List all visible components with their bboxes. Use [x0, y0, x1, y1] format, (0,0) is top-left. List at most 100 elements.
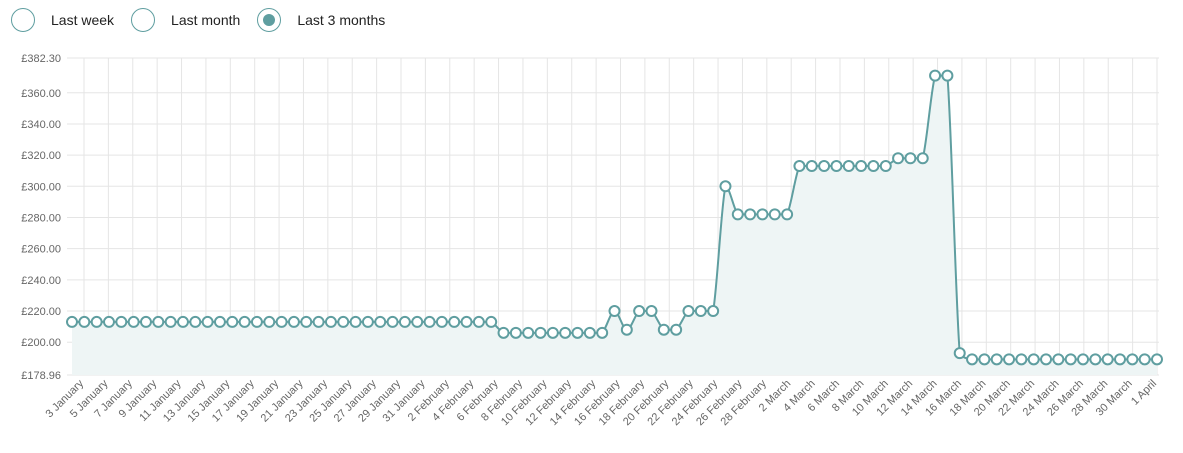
- data-point: [1077, 353, 1090, 366]
- data-point: [398, 315, 411, 328]
- data-point: [349, 315, 362, 328]
- radio-button[interactable]: [131, 8, 156, 32]
- data-point: [435, 315, 448, 328]
- y-tick-label: £360.00: [21, 88, 61, 100]
- data-point: [250, 315, 263, 328]
- data-point: [226, 315, 239, 328]
- data-point: [300, 315, 313, 328]
- data-point: [805, 160, 818, 173]
- y-tick-label: £240.00: [21, 275, 61, 287]
- radio-button[interactable]: [11, 8, 35, 32]
- data-point: [164, 315, 177, 328]
- data-point: [633, 305, 646, 318]
- data-point: [1151, 353, 1163, 366]
- data-point: [1052, 353, 1065, 366]
- data-point: [1138, 353, 1151, 366]
- data-point: [263, 315, 276, 328]
- data-point: [497, 326, 510, 339]
- data-point: [694, 305, 707, 318]
- data-point: [744, 208, 757, 221]
- data-point: [657, 323, 670, 336]
- data-points: [66, 69, 1163, 366]
- data-point: [238, 315, 251, 328]
- data-point: [645, 305, 658, 318]
- data-point: [115, 315, 128, 328]
- data-point: [966, 353, 979, 366]
- data-point: [731, 208, 744, 221]
- data-point: [559, 326, 572, 339]
- data-point: [793, 160, 806, 173]
- data-point: [546, 326, 559, 339]
- data-point: [916, 152, 929, 165]
- data-point: [460, 315, 473, 328]
- data-point: [90, 315, 103, 328]
- data-point: [830, 160, 843, 173]
- data-point: [929, 69, 942, 82]
- data-point: [978, 353, 991, 366]
- data-point: [127, 315, 140, 328]
- data-point: [818, 160, 831, 173]
- y-tick-label: £280.00: [21, 212, 61, 224]
- y-tick-label: £220.00: [21, 306, 61, 318]
- y-tick-label: £320.00: [21, 150, 61, 162]
- radio-button[interactable]: [257, 8, 282, 32]
- data-point: [892, 152, 905, 165]
- data-point: [448, 315, 461, 328]
- data-point: [781, 208, 794, 221]
- data-point: [571, 326, 584, 339]
- data-point: [1101, 353, 1114, 366]
- data-point: [509, 326, 522, 339]
- data-point: [337, 315, 350, 328]
- data-point: [953, 347, 966, 360]
- data-point: [1064, 353, 1077, 366]
- data-point: [1114, 353, 1127, 366]
- range-option-last-3-months[interactable]: Last 3 months: [257, 8, 385, 32]
- data-point: [423, 315, 436, 328]
- y-tick-label: £200.00: [21, 337, 61, 349]
- y-tick-label: £382.30: [21, 53, 61, 65]
- data-point: [361, 315, 374, 328]
- data-point: [189, 315, 202, 328]
- data-point: [1089, 353, 1102, 366]
- data-point: [879, 160, 892, 173]
- data-point: [411, 315, 424, 328]
- y-tick-label: £300.00: [21, 181, 61, 193]
- data-point: [855, 160, 868, 173]
- data-point: [670, 323, 683, 336]
- data-point: [904, 152, 917, 165]
- data-point: [608, 305, 621, 318]
- y-tick-label: £340.00: [21, 119, 61, 131]
- data-point: [1126, 353, 1139, 366]
- data-point: [842, 160, 855, 173]
- x-tick-label: 1 April: [1129, 378, 1159, 408]
- area-fill: [72, 75, 1157, 376]
- data-point: [287, 315, 300, 328]
- data-point: [1003, 353, 1016, 366]
- data-point: [941, 69, 954, 82]
- data-point: [596, 326, 609, 339]
- data-point: [768, 208, 781, 221]
- data-point: [719, 180, 732, 193]
- data-point: [1027, 353, 1040, 366]
- data-point: [312, 315, 325, 328]
- data-point: [534, 326, 547, 339]
- y-tick-label: £178.96: [21, 370, 61, 382]
- data-point: [682, 305, 695, 318]
- range-option-label: Last week: [51, 12, 115, 28]
- data-point: [275, 315, 288, 328]
- y-tick-label: £260.00: [21, 244, 61, 256]
- data-point: [176, 315, 189, 328]
- data-point: [324, 315, 337, 328]
- range-option-last-week[interactable]: Last week: [11, 8, 114, 32]
- data-point: [485, 315, 498, 328]
- data-point: [472, 315, 485, 328]
- data-point: [374, 315, 387, 328]
- data-point: [1040, 353, 1053, 366]
- data-point: [152, 315, 165, 328]
- range-option-last-month[interactable]: Last month: [131, 8, 240, 32]
- data-point: [1015, 353, 1028, 366]
- data-point: [201, 315, 214, 328]
- data-point: [66, 315, 78, 328]
- data-point: [139, 315, 152, 328]
